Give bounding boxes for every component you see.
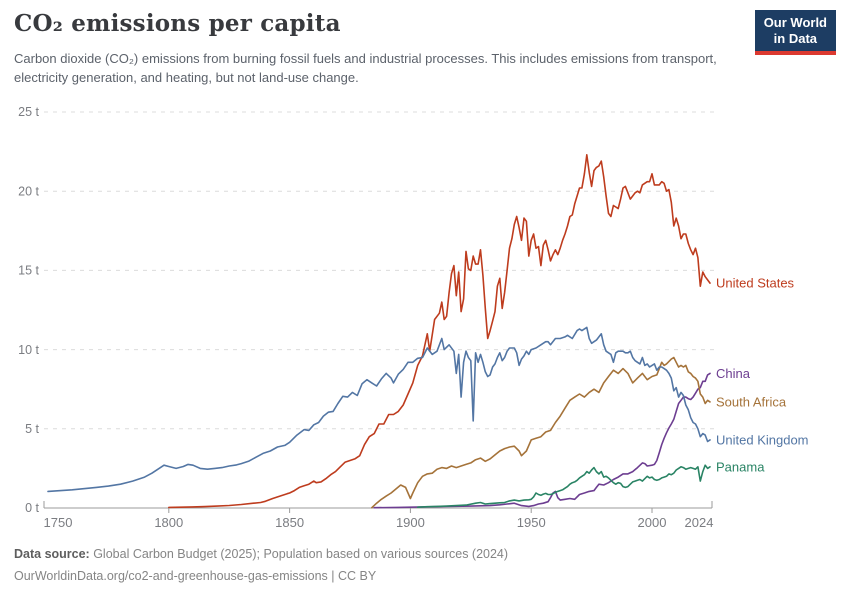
page-title: CO₂ emissions per capita — [14, 10, 341, 37]
y-axis-tick-label: 0 t — [25, 501, 39, 515]
series-label-south-africa[interactable]: South Africa — [716, 394, 787, 409]
x-axis-tick-label: 2000 — [638, 515, 667, 530]
y-axis-tick-label: 25 t — [18, 105, 39, 119]
series-line-panama[interactable] — [416, 464, 711, 509]
series-line-south-africa[interactable] — [370, 356, 711, 509]
chart-subtitle: Carbon dioxide (CO₂) emissions from burn… — [14, 51, 717, 85]
x-axis-tick-label: 1900 — [396, 515, 425, 530]
x-axis-tick-label: 2024 — [685, 515, 714, 530]
series-label-united-kingdom[interactable]: United Kingdom — [716, 432, 809, 447]
y-axis-tick-label: 15 t — [18, 264, 39, 278]
series-label-united-states[interactable]: United States — [716, 276, 795, 291]
y-axis-tick-label: 10 t — [18, 343, 39, 357]
data-source-text: Global Carbon Budget (2025); Population … — [89, 547, 509, 561]
x-axis-tick-label: 1850 — [275, 515, 304, 530]
y-axis-tick-label: 5 t — [25, 422, 39, 436]
y-axis-tick-label: 20 t — [18, 184, 39, 198]
series-line-united-kingdom[interactable] — [47, 326, 711, 493]
owid-logo[interactable]: Our World in Data — [754, 10, 836, 55]
x-axis-tick-label: 1800 — [154, 515, 183, 530]
data-source-label: Data source: — [14, 547, 90, 561]
series-line-united-states[interactable] — [168, 154, 711, 509]
license-line: OurWorldinData.org/co2-and-greenhouse-ga… — [14, 568, 377, 583]
x-axis-tick-label: 1950 — [517, 515, 546, 530]
data-source-line: Data source: Global Carbon Budget (2025)… — [14, 544, 508, 566]
series-label-china[interactable]: China — [716, 366, 751, 381]
owid-logo-line1: Our World — [763, 15, 827, 30]
x-axis-tick-label: 1750 — [44, 515, 73, 530]
series-line-china[interactable] — [373, 372, 711, 509]
owid-logo-line2: in Data — [773, 31, 818, 47]
chart-footer: Data source: Global Carbon Budget (2025)… — [14, 544, 508, 588]
series-label-panama[interactable]: Panama — [716, 459, 765, 474]
